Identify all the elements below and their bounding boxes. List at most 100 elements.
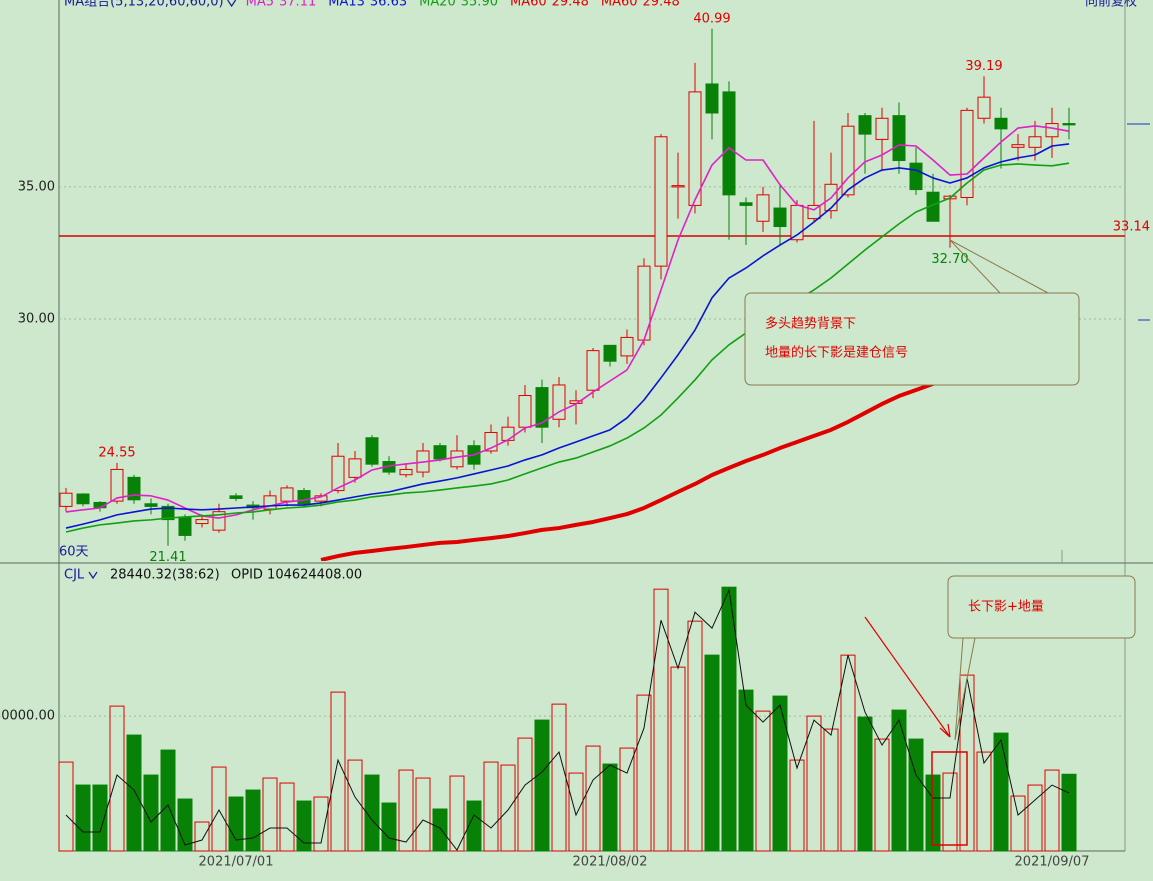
ma-line — [65, 162, 1070, 533]
volume-bar — [313, 796, 329, 852]
candle-body — [229, 495, 243, 499]
candle-body — [110, 468, 124, 502]
volume-bar — [483, 761, 499, 852]
volume-bar — [1061, 773, 1077, 852]
price-panel — [59, 28, 1125, 561]
candle-body — [127, 476, 141, 501]
candle-body — [688, 91, 702, 206]
x-tick-label: 2021/09/07 — [1015, 855, 1090, 870]
candle-body — [195, 519, 209, 525]
volume-bar — [534, 719, 550, 852]
candle-body — [654, 136, 668, 267]
volume-indicator-name[interactable]: CJL — [64, 568, 85, 583]
volume-bar — [959, 674, 975, 852]
dropdown-icon[interactable] — [88, 571, 98, 580]
volume-bar — [58, 761, 74, 852]
volume-bar — [109, 705, 125, 852]
candle-body — [59, 492, 73, 507]
volume-bar — [891, 709, 907, 852]
legend-name: MA13 — [328, 0, 365, 10]
candle-body — [603, 344, 617, 362]
dropdown-icon[interactable] — [227, 0, 237, 8]
volume-bar — [942, 772, 958, 852]
volume-bar — [194, 821, 210, 852]
volume-bar — [772, 695, 788, 852]
candle-body — [739, 202, 753, 206]
candle-body — [586, 350, 600, 391]
volume-bar — [381, 802, 397, 852]
volume-bar — [1010, 795, 1026, 852]
low-label: 32.70 — [931, 252, 968, 267]
reference-label: 33.14 — [1113, 220, 1150, 235]
volume-bar — [160, 749, 176, 852]
candle-body — [535, 387, 549, 428]
candle-body — [501, 426, 515, 441]
adjustment-label[interactable]: 向前复权 — [1085, 0, 1137, 10]
candle-body — [450, 450, 464, 468]
x-tick-label: 2021/08/02 — [573, 855, 648, 870]
volume-bar — [347, 759, 363, 852]
legend-value: 35.90 — [461, 0, 498, 10]
candle-body — [722, 91, 736, 196]
legend-name: MA60 — [510, 0, 547, 10]
volume-bar — [228, 796, 244, 852]
y-tick-label: 50000.00 — [0, 709, 55, 724]
candle-body — [1011, 144, 1025, 148]
candle-body — [280, 487, 294, 502]
volume-bar — [126, 734, 142, 852]
volume-bar — [449, 775, 465, 852]
candle-body — [1028, 136, 1042, 148]
low-label: 21.41 — [149, 550, 186, 565]
candle-body — [858, 115, 872, 135]
volume-bar — [789, 759, 805, 852]
volume-bar — [585, 745, 601, 852]
volume-bar — [823, 728, 839, 852]
ma-line — [65, 125, 1070, 519]
volume-bar — [806, 715, 822, 852]
legend-value: 36.63 — [370, 0, 407, 10]
period-label: 60天 — [59, 545, 89, 560]
volume-bar — [1044, 769, 1060, 852]
volume-ratio: (38:62) — [172, 568, 220, 583]
volume-bar — [296, 800, 312, 852]
volume-bar — [143, 774, 159, 852]
candle-body — [705, 83, 719, 114]
volume-bar — [92, 784, 108, 852]
volume-bar — [738, 689, 754, 852]
volume-bar — [398, 769, 414, 852]
volume-bar — [874, 738, 890, 852]
volume-bar — [568, 772, 584, 852]
candle-body — [841, 125, 855, 196]
volume-bar — [517, 737, 533, 852]
annotation-text: 多头趋势背景下 — [765, 316, 856, 332]
volume-bar — [279, 782, 295, 852]
candle-body — [161, 505, 175, 521]
candle-body — [178, 516, 192, 536]
volume-bar — [704, 654, 720, 852]
candle-body — [960, 109, 974, 198]
volume-bar — [840, 654, 856, 852]
candle-body — [144, 503, 158, 507]
volume-bar — [245, 789, 261, 852]
volume-bar — [602, 763, 618, 852]
candle-body — [365, 437, 379, 465]
x-tick-label: 2021/07/01 — [199, 855, 274, 870]
candle-body — [909, 162, 923, 191]
candle-body — [297, 490, 311, 505]
volume-bar — [857, 716, 873, 852]
candle-body — [1062, 123, 1076, 126]
volume-line — [65, 588, 1070, 851]
volume-bar — [687, 620, 703, 852]
volume-current-value: 28440.32 — [110, 568, 172, 583]
candle-body — [620, 336, 634, 357]
volume-bar — [993, 732, 1009, 852]
candle-body — [1045, 123, 1059, 138]
high-label: 24.55 — [98, 445, 135, 460]
volume-bar — [976, 751, 992, 852]
volume-bar — [1027, 784, 1043, 852]
candle-body — [773, 207, 787, 228]
candle-body — [875, 117, 889, 140]
